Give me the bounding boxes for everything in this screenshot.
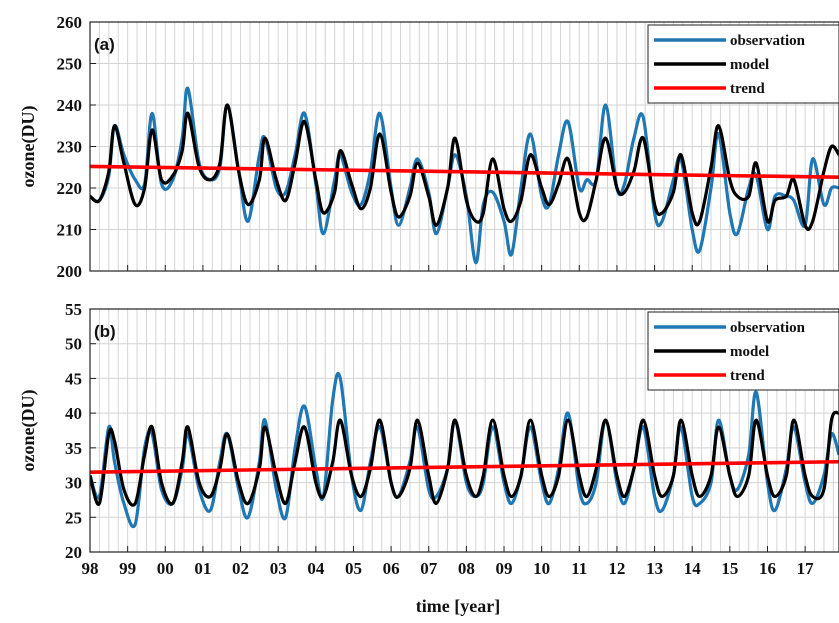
legend-label-model: model [730,57,769,73]
y-tick-label: 30 [65,474,82,493]
legend-label-trend: trend [730,81,765,97]
series-group [90,371,839,529]
y-tick-label: 210 [57,221,83,240]
x-tick-label: 15 [721,559,738,578]
y-tick-label: 240 [57,96,83,115]
y-axis-label: ozone(DU) [18,106,39,188]
x-tick-label: 14 [684,559,702,578]
x-tick-label: 16 [759,559,776,578]
x-tick-label: 05 [345,559,362,578]
y-tick-label: 230 [57,138,83,157]
axes-frame [89,308,839,553]
y-tick-label: 40 [65,404,82,423]
series-group [90,86,839,265]
legend-label-observation: observation [730,33,806,49]
x-tick-label: 10 [533,559,550,578]
x-tick-label: 00 [157,559,174,578]
y-tick-label: 260 [57,13,83,32]
legend-label-observation: observation [730,320,806,336]
legend: observation model trend [647,311,839,391]
x-tick-label: 06 [383,559,400,578]
y-tick-label: 55 [65,300,82,319]
panel-label: (b) [94,322,116,341]
series-line-model [90,103,839,232]
x-tick-label: 98 [82,559,99,578]
x-tick-label: 12 [608,559,625,578]
y-tick-label: 220 [57,179,83,198]
y-tick-label: 35 [65,439,82,458]
panel-a: 200 210 220 230 240 250 260 (a) ozone(DU) observa… [18,13,839,281]
axes-frame [89,21,839,272]
x-tick-label: 17 [797,559,815,578]
x-tick-label: 11 [571,559,587,578]
y-tick-label: 200 [57,262,83,281]
y-tick-label: 20 [65,543,82,562]
series-line-trend [90,164,839,180]
legend-label-trend: trend [730,368,765,384]
x-tick-label: 99 [119,559,136,578]
series-line-model [90,410,839,507]
series-line-trend [90,459,839,474]
y-tick-label: 250 [57,55,83,74]
y-axis-label: ozone(DU) [18,390,39,472]
x-tick-label: 13 [646,559,663,578]
x-tick-label: 02 [232,559,249,578]
x-tick-label: 07 [420,559,438,578]
y-tick-label: 25 [65,508,82,527]
panel-label: (a) [94,35,115,54]
y-tick-label: 50 [65,335,82,354]
x-tick-label: 03 [270,559,287,578]
legend-label-model: model [730,344,769,360]
y-tick-label: 45 [65,369,82,388]
x-tick-label: 08 [458,559,475,578]
legend: observation model trend [647,24,839,104]
x-tick-label: 04 [307,559,325,578]
x-tick-label: 01 [194,559,211,578]
x-tick-label: 09 [496,559,513,578]
panel-b: 20 25 30 35 40 45 50 55 98 99 00 01 02 03 04 05 06 07 08 09… [18,300,839,578]
x-axis-label: time [year] [416,596,500,616]
